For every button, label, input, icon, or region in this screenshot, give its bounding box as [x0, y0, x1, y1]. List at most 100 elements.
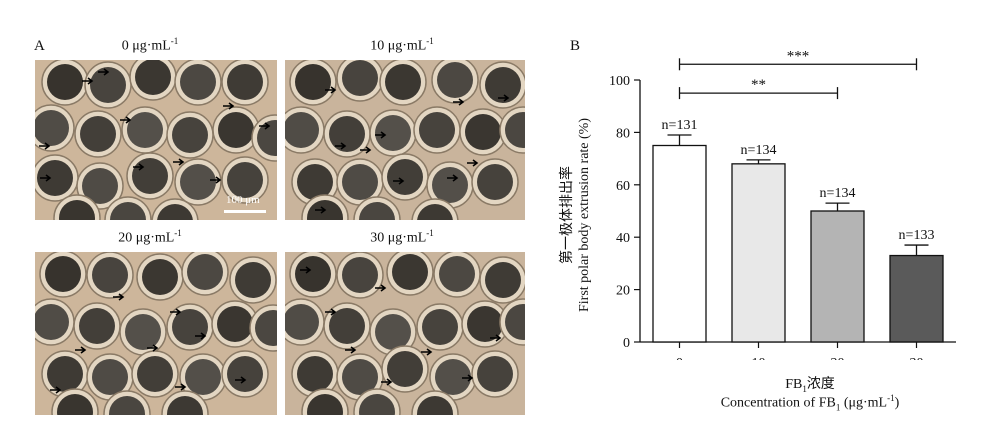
polar-body-arrow	[40, 174, 52, 182]
oocyte	[471, 158, 519, 206]
oocyte	[285, 106, 325, 154]
y-tick-label-0: 0	[623, 336, 630, 351]
x-tick-label-30: 30	[910, 356, 924, 360]
oocyte	[411, 198, 459, 220]
oocyte	[336, 353, 384, 401]
polar-body-arrow	[235, 376, 247, 384]
scale-bar-label: 100 μm	[226, 194, 260, 206]
oocyte	[336, 158, 384, 206]
n-label-10: n=134	[741, 143, 777, 158]
oocyte	[73, 302, 121, 350]
oocyte	[291, 350, 339, 398]
micrograph-caption-10: 10 μg·mL-1	[370, 36, 434, 54]
oocyte	[411, 390, 459, 415]
polar-body-arrow	[210, 176, 222, 184]
oocyte	[291, 158, 339, 206]
y-tick-label-100: 100	[609, 74, 630, 89]
polar-body-arrow	[113, 293, 125, 301]
polar-body-arrow	[50, 386, 62, 394]
oocyte	[379, 60, 427, 106]
oocyte	[136, 253, 184, 301]
micrograph-10-ug	[285, 60, 525, 220]
oocyte	[413, 106, 461, 154]
x-axis-label-cn: FB1浓度	[785, 377, 835, 394]
polar-body-arrow	[259, 122, 271, 130]
micrograph-20-ug	[35, 252, 277, 415]
oocyte	[151, 198, 199, 220]
oocyte	[74, 110, 122, 158]
oocyte	[323, 302, 371, 350]
oocyte	[479, 61, 525, 109]
micrograph-drawing-3	[285, 252, 525, 415]
micrograph-caption-30: 30 μg·mL-1	[370, 228, 434, 246]
oocyte	[499, 298, 525, 346]
oocyte	[353, 196, 401, 220]
oocyte	[221, 60, 269, 106]
oocyte	[211, 300, 259, 348]
oocyte	[166, 111, 214, 159]
micrograph-drawing-1	[285, 60, 525, 220]
polar-body-arrow	[223, 102, 235, 110]
bar-20	[810, 210, 865, 343]
x-tick-label-0: 0	[676, 356, 683, 360]
oocyte	[129, 60, 177, 101]
oocyte	[86, 252, 134, 299]
oocyte	[499, 106, 525, 154]
oocyte	[41, 60, 89, 106]
y-tick-label-60: 60	[616, 179, 630, 194]
oocyte	[416, 303, 464, 351]
oocyte	[35, 298, 75, 346]
polar-body-arrow	[325, 308, 337, 316]
oocyte	[84, 61, 132, 109]
oocyte	[381, 345, 429, 393]
oocyte	[381, 153, 429, 201]
oocyte	[221, 156, 269, 204]
oocyte	[353, 388, 401, 415]
oocyte	[212, 106, 260, 154]
y-tick-label-80: 80	[616, 126, 630, 141]
oocyte	[126, 152, 174, 200]
oocyte	[289, 252, 337, 298]
oocyte	[336, 252, 384, 299]
n-label-0: n=131	[662, 118, 698, 133]
polar-body-arrow	[467, 159, 479, 167]
polar-body-arrow	[195, 332, 207, 340]
oocyte	[386, 252, 434, 296]
oocyte	[431, 60, 479, 104]
significance-label-0: ***	[787, 48, 810, 64]
polar-body-arrow	[490, 334, 502, 342]
y-tick-label-40: 40	[616, 231, 630, 246]
oocyte	[86, 353, 134, 401]
oocyte	[119, 308, 167, 356]
oocyte	[131, 350, 179, 398]
polar-body-arrow	[421, 348, 433, 356]
n-label-20: n=134	[820, 186, 856, 201]
polar-body-arrow	[325, 86, 337, 94]
oocyte	[433, 252, 481, 298]
polar-body-arrow	[175, 383, 187, 391]
polar-body-arrow	[133, 163, 145, 171]
oocyte	[166, 303, 214, 351]
oocyte	[51, 388, 99, 415]
oocyte	[471, 350, 519, 398]
polar-body-arrow	[173, 158, 185, 166]
polar-body-arrow	[39, 142, 51, 150]
oocyte	[369, 109, 417, 157]
polar-body-arrow	[360, 146, 372, 154]
oocyte	[161, 390, 209, 415]
oocyte	[103, 390, 151, 415]
polar-body-arrow	[345, 346, 357, 354]
polar-body-arrow	[375, 131, 387, 139]
bar-10	[731, 163, 786, 343]
x-tick-label-10: 10	[752, 356, 766, 360]
panel-b-letter: B	[570, 38, 581, 54]
oocyte	[249, 304, 277, 352]
polar-body-arrow	[82, 77, 94, 85]
polar-body-arrow	[447, 174, 459, 182]
polar-body-arrow	[120, 116, 132, 124]
oocyte	[41, 350, 89, 398]
n-label-30: n=133	[899, 228, 935, 243]
panel-a-letter: A	[34, 38, 45, 54]
oocyte	[121, 106, 169, 154]
polar-body-arrow	[170, 308, 182, 316]
